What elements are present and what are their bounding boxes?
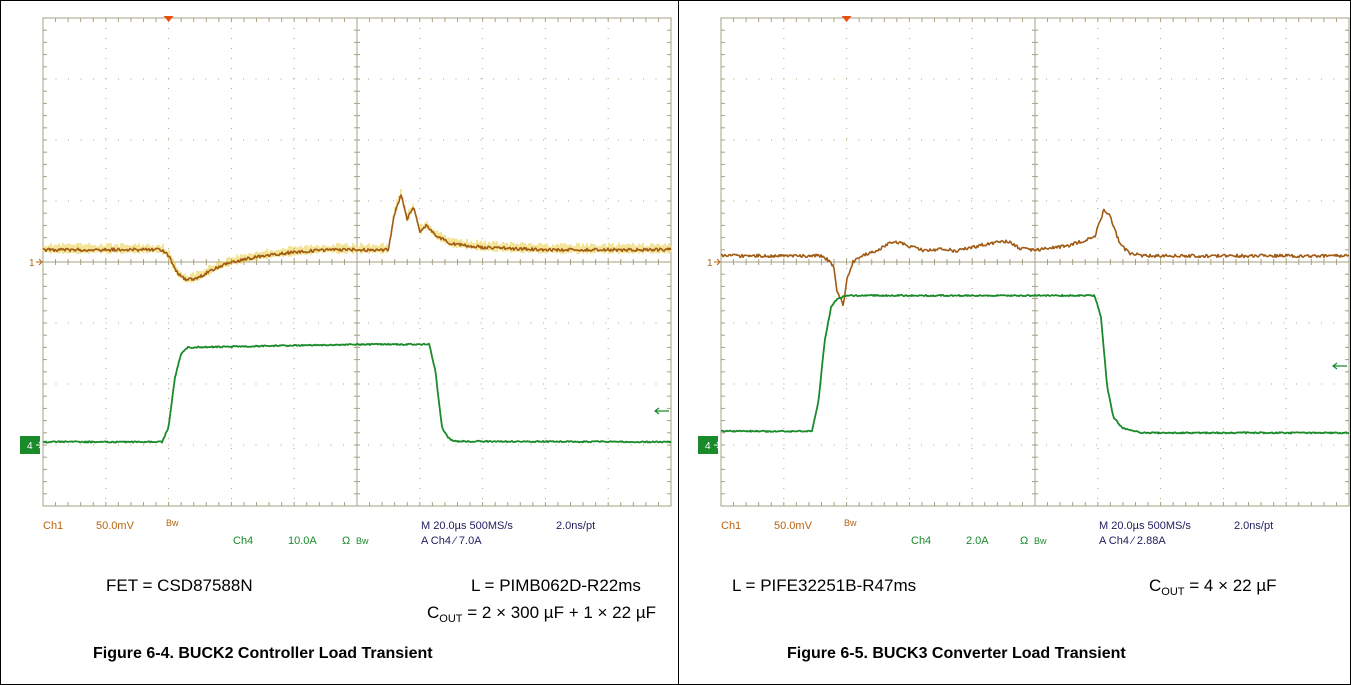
ch4-bandwidth-limit: Bw <box>356 536 369 545</box>
trigger-level-arrow <box>1332 362 1347 370</box>
trigger-readout: A Ch4 ⁄ 2.88A <box>1099 535 1166 545</box>
cout-prefix: C <box>427 603 440 622</box>
ch1-ground-marker: 1 <box>29 258 35 269</box>
ch4-ground-marker-box <box>20 436 40 454</box>
ch1-bandwidth-limit: Bw <box>166 518 179 528</box>
oscilloscope-capture-buck3: 1 4 Ch1 50.0mV Bw Ch4 2.0A Ω Bw M 20.0µs 500MS/s 2… <box>679 0 1351 545</box>
oscilloscope-capture-buck2: 1 4 Ch1 50.0mV Bw Ch4 10.0A Ω Bw M 20.0µs 500MS/s… <box>1 0 677 545</box>
resolution-readout: 2.0ns/pt <box>1234 520 1273 532</box>
cout-label: COUT = 2 × 300 µF + 1 × 22 µF <box>427 603 656 625</box>
ch4-load-current-trace <box>720 294 1350 435</box>
resolution-readout: 2.0ns/pt <box>556 520 595 532</box>
cout-subscript: OUT <box>439 613 463 625</box>
ch1-ground-arrow <box>714 258 721 266</box>
cout-value: = 4 × 22 µF <box>1184 576 1277 595</box>
panel-divider <box>678 0 679 685</box>
ch1-output-voltage-trace <box>720 208 1350 307</box>
ch1-ground-arrow <box>36 258 43 266</box>
timebase-readout: M 20.0µs 500MS/s <box>1099 520 1191 532</box>
ch4-impedance: Ω <box>1020 535 1028 545</box>
ch4-ground-marker-box <box>698 436 718 454</box>
scope-readout: Ch1 50.0mV Bw Ch4 2.0A Ω Bw M 20.0µs 500MS/s 2.0… <box>721 518 1273 545</box>
graticule <box>42 17 672 507</box>
trigger-position-marker <box>841 16 852 22</box>
scope-readout: Ch1 50.0mV Bw Ch4 10.0A Ω Bw M 20.0µs 500MS/s 2.… <box>43 518 595 545</box>
graticule <box>720 17 1350 507</box>
ch4-ground-marker: 4 <box>27 441 33 452</box>
trigger-position-marker <box>163 16 174 22</box>
cout-prefix: C <box>1149 576 1162 595</box>
ch4-scale: 10.0A <box>288 535 317 545</box>
ch1-ground-marker: 1 <box>707 258 713 269</box>
ch4-load-current-trace <box>42 342 672 444</box>
trigger-readout: A Ch4 ⁄ 7.0A <box>421 535 482 545</box>
oscilloscope-plot-buck3: 1 4 Ch1 50.0mV Bw Ch4 2.0A Ω Bw M 20.0µs 500MS/s 2… <box>698 16 1350 545</box>
figure-6-5-panel: 1 4 Ch1 50.0mV Bw Ch4 2.0A Ω Bw M 20.0µs 500MS/s 2… <box>679 0 1351 685</box>
cout-value: = 2 × 300 µF + 1 × 22 µF <box>462 603 656 622</box>
ch4-label: Ch4 <box>911 535 931 545</box>
trigger-level-arrow <box>654 407 669 415</box>
inductor-label: L = PIMB062D-R22ms <box>471 576 641 595</box>
figure-title: Figure 6-5. BUCK3 Converter Load Transie… <box>787 645 1126 662</box>
inductor-label: L = PIFE32251B-R47ms <box>732 576 917 595</box>
fet-label: FET = CSD87588N <box>106 576 253 595</box>
oscilloscope-plot-buck2: 1 4 Ch1 50.0mV Bw Ch4 10.0A Ω Bw M 20.0µs 500MS/s… <box>20 16 672 545</box>
figure-6-4-panel: 1 4 Ch1 50.0mV Bw Ch4 10.0A Ω Bw M 20.0µs 500MS/s… <box>1 0 677 685</box>
ch1-output-voltage-trace <box>42 194 672 282</box>
ch4-ground-arrow <box>36 441 43 449</box>
ch1-label: Ch1 <box>43 520 63 532</box>
ch4-impedance: Ω <box>342 535 350 545</box>
cout-label: COUT = 4 × 22 µF <box>1149 576 1277 598</box>
ch4-ground-arrow <box>714 441 721 449</box>
ch1-bandwidth-limit: Bw <box>844 518 857 528</box>
ch4-bandwidth-limit: Bw <box>1034 536 1047 545</box>
figure-title: Figure 6-4. BUCK2 Controller Load Transi… <box>93 645 433 662</box>
cout-subscript: OUT <box>1161 586 1185 598</box>
ch1-scale: 50.0mV <box>774 520 813 532</box>
ch1-label: Ch1 <box>721 520 741 532</box>
ch4-label: Ch4 <box>233 535 253 545</box>
ch4-scale: 2.0A <box>966 535 989 545</box>
ch4-ground-marker: 4 <box>705 441 711 452</box>
timebase-readout: M 20.0µs 500MS/s <box>421 520 513 532</box>
ch1-scale: 50.0mV <box>96 520 135 532</box>
